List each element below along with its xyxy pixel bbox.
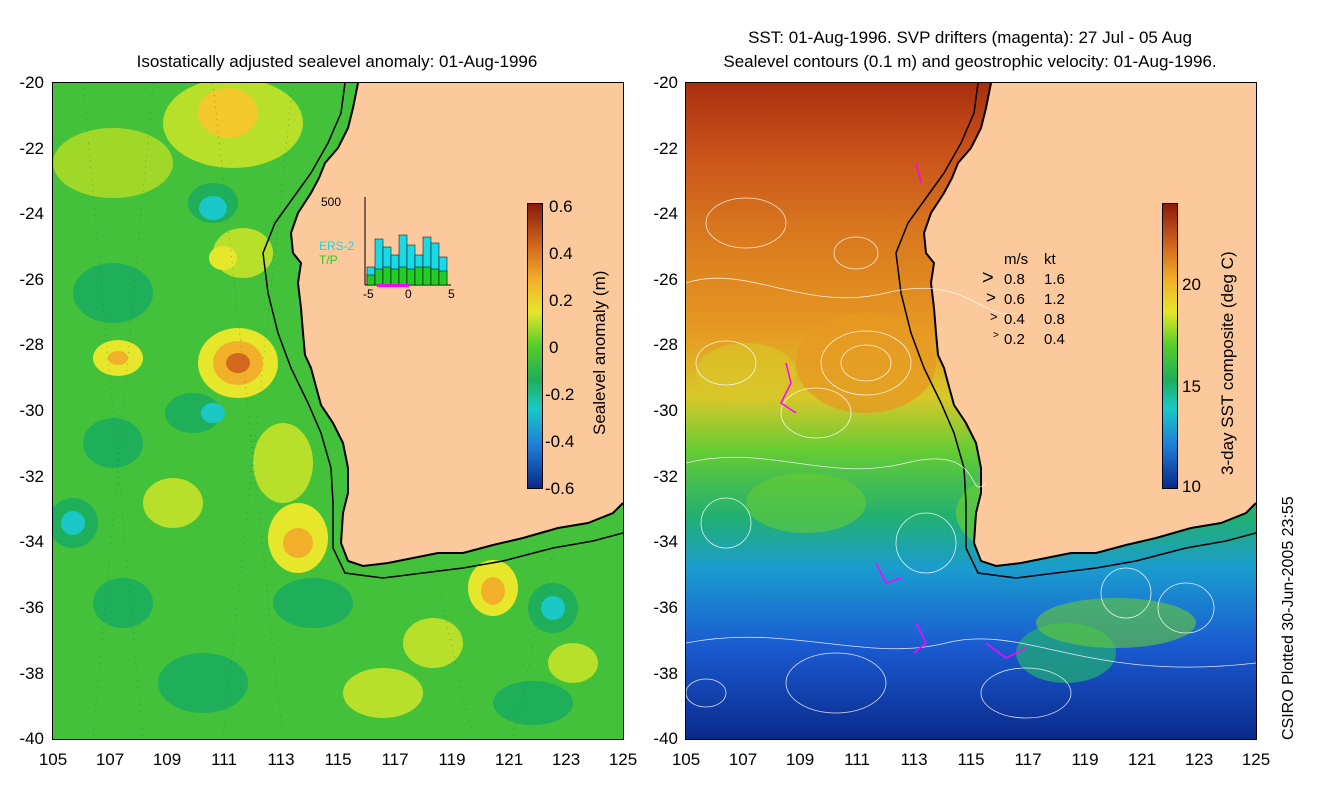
x-tick: 107 (728, 750, 758, 769)
left-sealevel-map: 500 ERS-2 T/P -5 0 5 0.6 0.4 0.2 (52, 82, 624, 740)
y-tick: -34 (653, 532, 678, 551)
x-tick: 117 (1014, 750, 1042, 769)
x-tick: 111 (844, 750, 870, 769)
x-tick: 125 (608, 750, 638, 769)
velocity-legend-ms: 0.2 (1004, 331, 1025, 348)
left-colorbar-tick: 0.4 (549, 244, 573, 263)
inset-xtick: 5 (448, 287, 455, 301)
y-tick: -22 (19, 139, 44, 158)
plot-credit: CSIRO Plotted 30-Jun-2005 23:55 (1280, 496, 1297, 740)
x-tick: 111 (211, 750, 237, 769)
right-sst-map: m/s kt > 0.8 1.6 > 0.6 1.2 > 0.4 0.8 > 0… (685, 82, 1257, 740)
velocity-legend-kt: 1.2 (1044, 291, 1065, 308)
y-tick: -24 (653, 204, 678, 223)
inset-ymax: 500 (321, 195, 342, 209)
left-colorbar-tick: -0.2 (545, 385, 575, 404)
y-tick: -38 (19, 664, 44, 683)
y-tick: -34 (19, 532, 44, 551)
x-tick: 119 (1071, 750, 1099, 769)
x-tick: 125 (1241, 750, 1271, 769)
x-tick: 109 (152, 750, 182, 769)
y-tick: -26 (19, 270, 44, 289)
x-tick: 119 (438, 750, 466, 769)
x-tick: 115 (957, 750, 985, 769)
right-map-title-line1: SST: 01-Aug-1996. SVP drifters (magenta)… (748, 28, 1192, 47)
x-tick: 115 (324, 750, 352, 769)
inset-xtick: -5 (363, 287, 374, 301)
inset-bars (364, 197, 451, 287)
x-tick: 107 (95, 750, 125, 769)
velocity-legend: m/s kt > 0.8 1.6 > 0.6 1.2 > 0.4 0.8 > 0… (982, 251, 1092, 351)
shelf-contour-right (895, 83, 1256, 579)
velocity-legend-header-kt: kt (1044, 251, 1056, 268)
velocity-legend-ms: 0.8 (1004, 271, 1025, 288)
y-tick: -32 (653, 467, 678, 486)
velocity-arrow-icon: > (990, 309, 998, 324)
left-colorbar-label: Sealevel anomaly (m) (590, 270, 609, 435)
y-tick: -20 (653, 73, 678, 92)
y-tick: -32 (19, 467, 44, 486)
sealevel-contours (686, 197, 1256, 719)
inset-ers2-label: ERS-2 (319, 239, 355, 253)
velocity-arrow-icon: > (986, 288, 996, 307)
y-tick: -20 (19, 73, 44, 92)
x-tick: 123 (551, 750, 581, 769)
right-colorbar-label: 3-day SST composite (deg C) (1218, 251, 1237, 475)
left-colorbar-tick: -0.6 (545, 479, 575, 498)
velocity-legend-kt: 0.8 (1044, 311, 1065, 328)
left-map-title: Isostatically adjusted sealevel anomaly:… (136, 52, 538, 71)
x-tick: 113 (267, 750, 295, 769)
shelf-contour (262, 83, 623, 579)
left-colorbar-tick: 0 (549, 338, 559, 357)
x-tick: 121 (1127, 750, 1157, 769)
coastline-right (922, 83, 1256, 568)
velocity-legend-kt: 0.4 (1044, 331, 1065, 348)
inset-xtick: 0 (405, 287, 412, 301)
velocity-legend-header-ms: m/s (1004, 251, 1029, 268)
x-tick: 109 (785, 750, 815, 769)
y-tick: -40 (653, 729, 678, 748)
left-colorbar (527, 203, 543, 489)
y-tick: -38 (653, 664, 678, 683)
y-tick: -36 (19, 598, 44, 617)
y-tick: -22 (653, 139, 678, 158)
coastline (289, 83, 623, 568)
left-colorbar-tick: 0.2 (549, 291, 573, 310)
velocity-arrow-icon: > (982, 267, 994, 289)
anomaly-field (53, 83, 598, 725)
velocity-legend-kt: 1.6 (1044, 271, 1065, 288)
left-colorbar-tick: 0.6 (549, 197, 573, 216)
y-tick: -30 (653, 401, 678, 420)
left-colorbar-tick: -0.4 (545, 432, 575, 451)
velocity-legend-ms: 0.4 (1004, 311, 1025, 328)
y-tick: -30 (19, 401, 44, 420)
velocity-legend-ms: 0.6 (1004, 291, 1025, 308)
y-tick: -40 (19, 729, 44, 748)
y-tick: -28 (653, 335, 678, 354)
x-tick: 117 (381, 750, 409, 769)
right-colorbar-tick: 15 (1182, 377, 1201, 396)
x-tick: 123 (1184, 750, 1214, 769)
y-tick: -28 (19, 335, 44, 354)
x-tick: 113 (900, 750, 928, 769)
x-tick: 121 (494, 750, 524, 769)
x-tick: 105 (671, 750, 701, 769)
right-colorbar-tick: 20 (1182, 275, 1201, 294)
y-tick: -36 (653, 598, 678, 617)
satellite-tracks (82, 83, 554, 739)
drifter-tracks (780, 162, 1027, 659)
inset-tp-label: T/P (319, 253, 338, 267)
right-colorbar (1162, 203, 1178, 489)
right-colorbar-tick: 10 (1182, 477, 1201, 496)
x-tick: 105 (38, 750, 68, 769)
velocity-arrow-icon: > (993, 330, 999, 341)
y-tick: -26 (653, 270, 678, 289)
right-map-title-line2: Sealevel contours (0.1 m) and geostrophi… (723, 52, 1217, 71)
altimeter-inset: 500 ERS-2 T/P -5 0 5 (313, 195, 463, 301)
y-tick: -24 (19, 204, 44, 223)
